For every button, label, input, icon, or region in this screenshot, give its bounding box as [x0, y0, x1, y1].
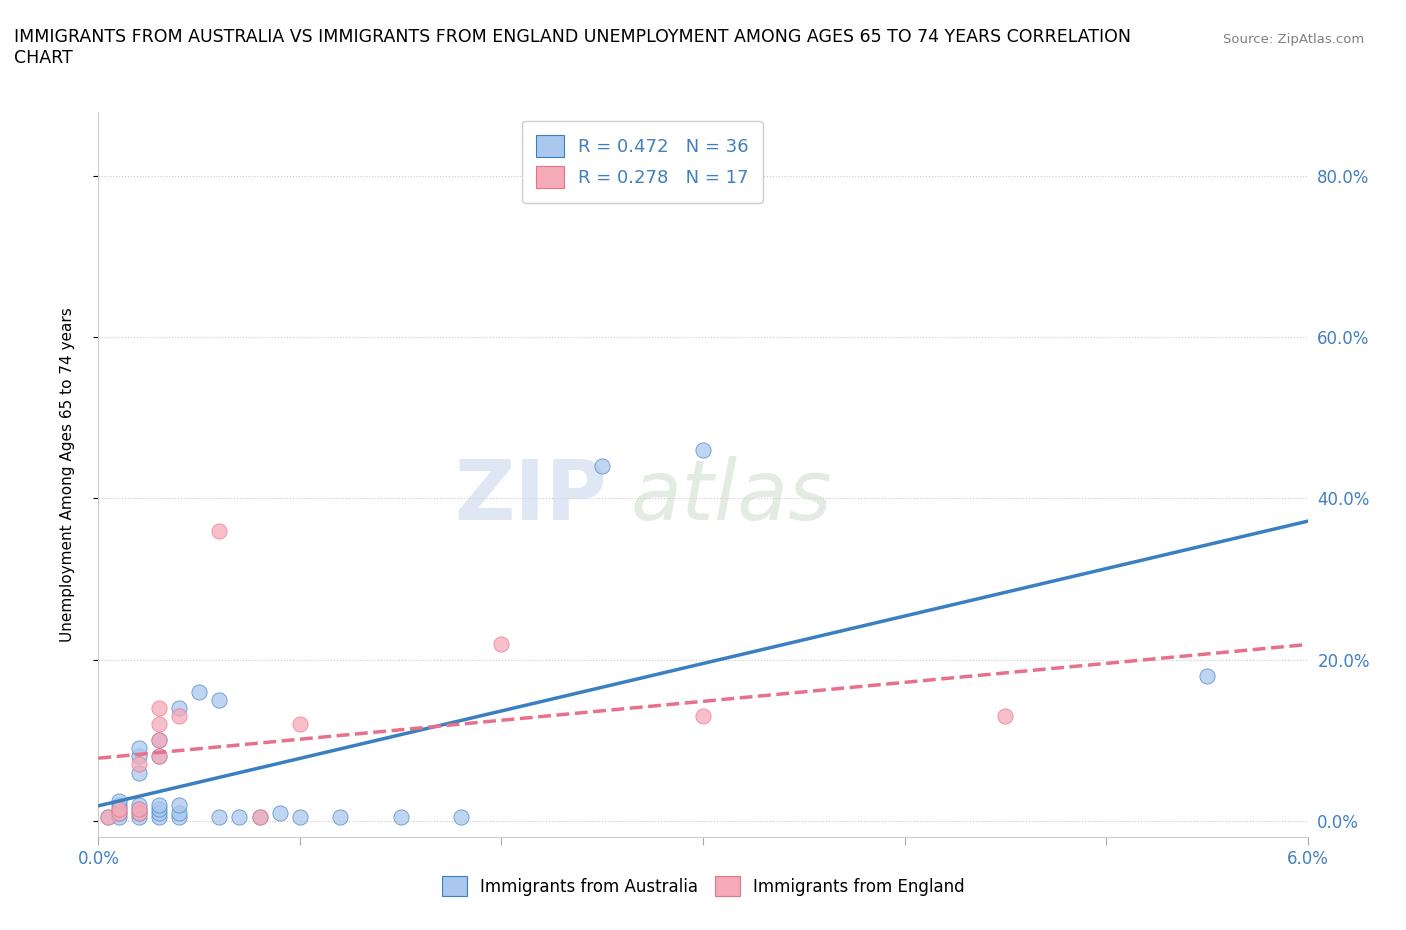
Point — [107, 805, 129, 820]
Point — [128, 805, 150, 820]
Y-axis label: Unemployment Among Ages 65 to 74 years: Unemployment Among Ages 65 to 74 years — [60, 307, 75, 642]
Point — [148, 805, 170, 820]
Point — [167, 809, 190, 824]
Point — [288, 717, 311, 732]
Point — [148, 749, 170, 764]
Point — [97, 809, 120, 824]
Point — [167, 700, 190, 715]
Text: atlas: atlas — [630, 456, 832, 537]
Point — [107, 805, 129, 820]
Point — [167, 709, 190, 724]
Point — [107, 797, 129, 812]
Point — [128, 765, 150, 780]
Point — [188, 684, 211, 699]
Point — [249, 809, 271, 824]
Point — [329, 809, 352, 824]
Text: ZIP: ZIP — [454, 456, 606, 537]
Point — [288, 809, 311, 824]
Point — [208, 809, 231, 824]
Point — [389, 809, 412, 824]
Point — [128, 749, 150, 764]
Point — [148, 733, 170, 748]
Point — [97, 809, 120, 824]
Point — [450, 809, 472, 824]
Point — [128, 805, 150, 820]
Point — [208, 524, 231, 538]
Point — [148, 797, 170, 812]
Point — [491, 636, 513, 651]
Point — [128, 809, 150, 824]
Point — [692, 443, 714, 458]
Point — [148, 700, 170, 715]
Point — [107, 809, 129, 824]
Point — [148, 717, 170, 732]
Point — [128, 757, 150, 772]
Point — [148, 749, 170, 764]
Point — [107, 802, 129, 817]
Point — [269, 805, 291, 820]
Point — [128, 802, 150, 817]
Text: IMMIGRANTS FROM AUSTRALIA VS IMMIGRANTS FROM ENGLAND UNEMPLOYMENT AMONG AGES 65 : IMMIGRANTS FROM AUSTRALIA VS IMMIGRANTS … — [14, 28, 1130, 67]
Point — [692, 709, 714, 724]
Point — [591, 458, 613, 473]
Point — [249, 809, 271, 824]
Point — [128, 797, 150, 812]
Point — [994, 709, 1017, 724]
Point — [167, 797, 190, 812]
Point — [107, 793, 129, 808]
Point — [167, 805, 190, 820]
Point — [208, 693, 231, 708]
Point — [148, 809, 170, 824]
Legend: Immigrants from Australia, Immigrants from England: Immigrants from Australia, Immigrants fr… — [434, 870, 972, 903]
Point — [148, 802, 170, 817]
Text: Source: ZipAtlas.com: Source: ZipAtlas.com — [1223, 33, 1364, 46]
Legend: R = 0.472   N = 36, R = 0.278   N = 17: R = 0.472 N = 36, R = 0.278 N = 17 — [522, 121, 763, 203]
Point — [128, 741, 150, 756]
Point — [228, 809, 250, 824]
Point — [1195, 669, 1218, 684]
Point — [128, 802, 150, 817]
Point — [148, 733, 170, 748]
Point — [107, 802, 129, 817]
